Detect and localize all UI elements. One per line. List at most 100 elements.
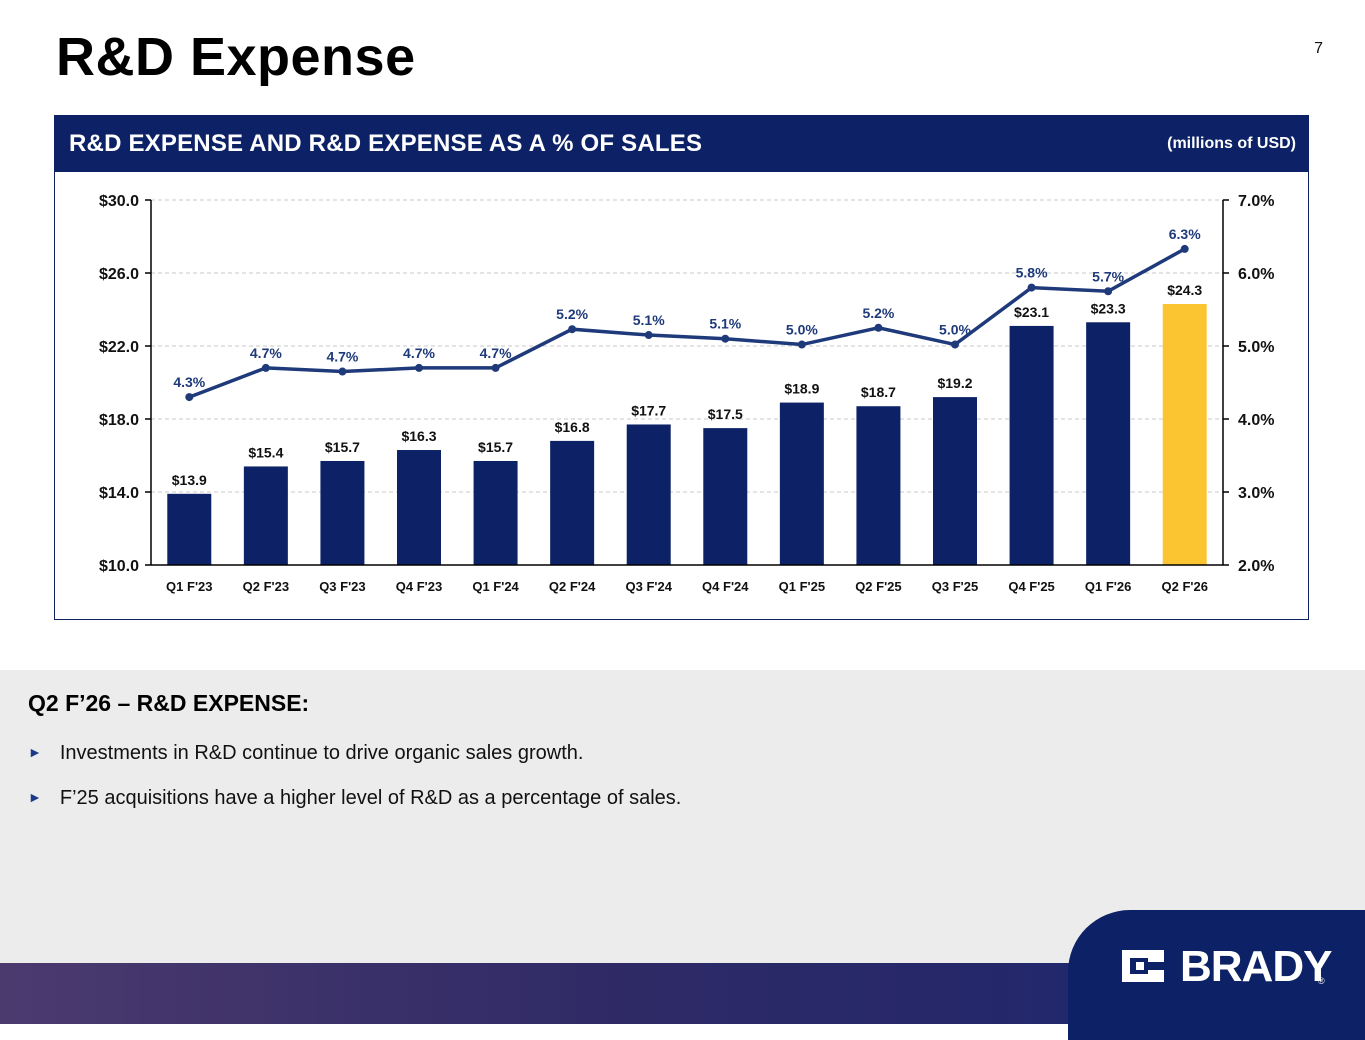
pct-point bbox=[261, 363, 270, 372]
x-tick-label: Q2 F'26 bbox=[1161, 579, 1207, 594]
bar-value-label: $18.9 bbox=[784, 381, 819, 397]
triangle-right-icon: ► bbox=[28, 744, 42, 760]
y-right-tick-label: 3.0% bbox=[1238, 485, 1274, 502]
pct-value-label: 5.2% bbox=[556, 306, 588, 322]
pct-point bbox=[1104, 287, 1113, 296]
logo-tab bbox=[1068, 910, 1365, 1040]
pct-value-label: 5.7% bbox=[1092, 268, 1124, 284]
bullet-item: ► Investments in R&D continue to drive or… bbox=[28, 742, 583, 765]
bar bbox=[856, 406, 901, 565]
bar-value-label: $24.3 bbox=[1167, 282, 1202, 298]
x-tick-label: Q2 F'23 bbox=[243, 579, 289, 594]
x-tick-label: Q3 F'25 bbox=[932, 579, 978, 594]
bar-value-label: $16.3 bbox=[401, 428, 436, 444]
pct-point bbox=[1027, 283, 1036, 292]
bar-value-label: $15.7 bbox=[478, 439, 513, 455]
rd-expense-chart: $10.0 2.0% $14.0 3.0% $18.0 4.0% $22.0 5.0% $26.… bbox=[99, 193, 1275, 594]
y-left-tick-label: $18.0 bbox=[99, 412, 139, 429]
bar bbox=[243, 466, 288, 565]
x-tick-label: Q2 F'25 bbox=[855, 579, 901, 594]
bar bbox=[167, 493, 212, 565]
chart-panel: R&D EXPENSE AND R&D EXPENSE AS A % OF SA… bbox=[54, 115, 1309, 620]
x-tick-label: Q1 F'25 bbox=[779, 579, 825, 594]
pct-point bbox=[721, 334, 730, 343]
bar bbox=[1086, 322, 1131, 565]
x-tick-label: Q2 F'24 bbox=[549, 579, 596, 594]
pct-value-label: 5.0% bbox=[939, 322, 971, 338]
pct-value-label: 5.8% bbox=[1016, 265, 1048, 281]
panel-title: R&D EXPENSE AND R&D EXPENSE AS A % OF SA… bbox=[69, 130, 703, 157]
bar bbox=[1009, 325, 1054, 565]
pct-point bbox=[797, 340, 806, 349]
pct-value-label: 4.7% bbox=[250, 345, 282, 361]
bar-value-label: $18.7 bbox=[861, 384, 896, 400]
pct-value-label: 4.7% bbox=[326, 349, 358, 365]
logo-text: BRADY bbox=[1180, 942, 1332, 991]
bar bbox=[320, 460, 365, 565]
x-tick-label: Q4 F'25 bbox=[1008, 579, 1054, 594]
pct-point bbox=[185, 393, 194, 402]
bar bbox=[550, 440, 595, 565]
panel-header: R&D EXPENSE AND R&D EXPENSE AS A % OF SA… bbox=[55, 116, 1308, 172]
x-tick-label: Q1 F'23 bbox=[166, 579, 212, 594]
pct-value-label: 6.3% bbox=[1169, 226, 1201, 242]
pct-point bbox=[568, 325, 577, 334]
x-tick-label: Q3 F'24 bbox=[625, 579, 672, 594]
pct-value-label: 4.7% bbox=[480, 345, 512, 361]
pct-value-label: 5.1% bbox=[633, 312, 665, 328]
triangle-right-icon: ► bbox=[28, 789, 42, 805]
bar bbox=[1162, 304, 1207, 565]
x-tick-label: Q3 F'23 bbox=[319, 579, 365, 594]
x-tick-label: Q1 F'26 bbox=[1085, 579, 1131, 594]
y-left-tick-label: $10.0 bbox=[99, 558, 139, 575]
y-left-tick-label: $26.0 bbox=[99, 266, 139, 283]
y-right-tick-label: 5.0% bbox=[1238, 339, 1274, 356]
bar-value-label: $15.7 bbox=[325, 439, 360, 455]
bar-value-label: $13.9 bbox=[172, 472, 207, 488]
bar-value-label: $23.1 bbox=[1014, 304, 1049, 320]
pct-value-label: 4.7% bbox=[403, 345, 435, 361]
y-left-tick-label: $30.0 bbox=[99, 193, 139, 210]
bar-value-label: $17.7 bbox=[631, 402, 666, 418]
bullet-text: Investments in R&D continue to drive org… bbox=[59, 742, 584, 764]
page-number: 7 bbox=[1314, 40, 1323, 57]
y-right-tick-label: 7.0% bbox=[1238, 193, 1274, 210]
y-right-tick-label: 6.0% bbox=[1238, 266, 1274, 283]
pct-point bbox=[644, 331, 653, 340]
pct-value-label: 4.3% bbox=[173, 374, 205, 390]
pct-point bbox=[338, 367, 347, 376]
pct-point bbox=[1180, 244, 1189, 253]
x-tick-label: Q1 F'24 bbox=[472, 579, 519, 594]
pct-point bbox=[874, 323, 883, 332]
pct-point bbox=[951, 340, 959, 349]
pct-of-sales-line bbox=[188, 247, 1186, 399]
bar bbox=[703, 428, 748, 565]
bar-value-label: $19.2 bbox=[937, 375, 972, 391]
y-left-tick-label: $14.0 bbox=[99, 485, 139, 502]
bar-value-label: $16.8 bbox=[555, 419, 590, 435]
bar-value-label: $23.3 bbox=[1091, 300, 1126, 316]
logo-registered-mark: ® bbox=[1318, 976, 1325, 986]
y-right-tick-label: 2.0% bbox=[1238, 558, 1274, 575]
bar bbox=[779, 402, 824, 565]
x-tick-label: Q4 F'23 bbox=[396, 579, 442, 594]
pct-value-label: 5.1% bbox=[709, 316, 741, 332]
bar-value-label: $15.4 bbox=[248, 444, 283, 460]
bar bbox=[473, 460, 518, 565]
pct-value-label: 5.0% bbox=[786, 322, 818, 338]
bar bbox=[626, 424, 671, 565]
panel-units: (millions of USD) bbox=[1167, 135, 1296, 152]
section-heading: Q2 F’26 – R&D EXPENSE: bbox=[28, 690, 310, 716]
bar bbox=[933, 397, 977, 565]
brady-logo-icon bbox=[1122, 950, 1164, 982]
pct-value-label: 5.2% bbox=[862, 305, 894, 321]
pct-point bbox=[415, 363, 423, 372]
bullet-text: F’25 acquisitions have a higher level of… bbox=[59, 787, 682, 809]
bar-value-label: $17.5 bbox=[708, 406, 743, 422]
y-right-tick-label: 4.0% bbox=[1238, 412, 1274, 429]
bar bbox=[397, 450, 441, 565]
y-left-tick-label: $22.0 bbox=[99, 339, 139, 356]
x-tick-label: Q4 F'24 bbox=[702, 579, 749, 594]
bullet-item: ► F’25 acquisitions have a higher level o… bbox=[28, 787, 681, 810]
pct-point bbox=[491, 363, 500, 372]
